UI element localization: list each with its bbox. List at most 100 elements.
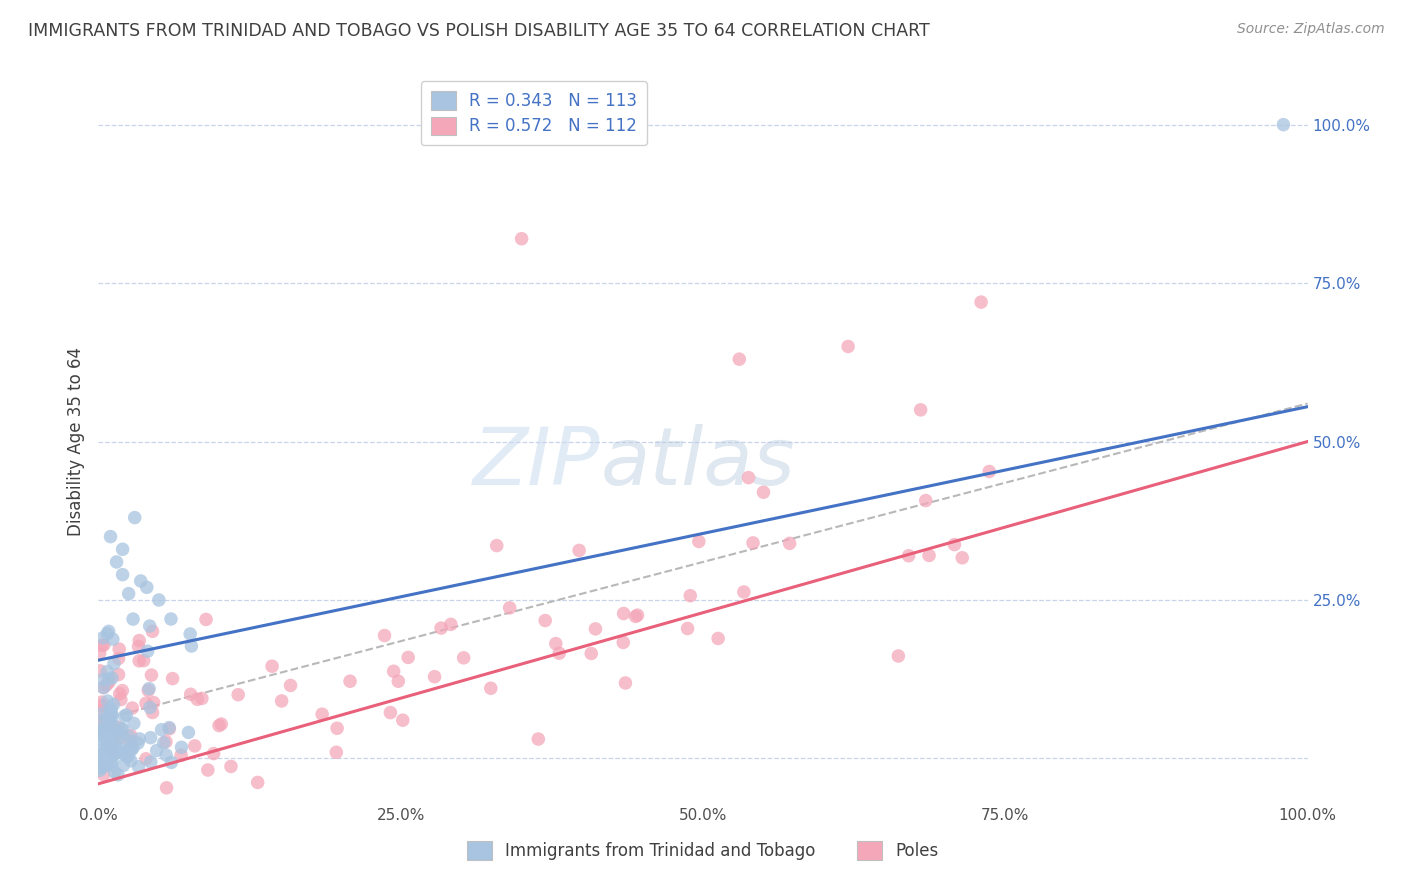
Point — [142, 696, 165, 710]
Point — [91, 631, 114, 645]
Point — [122, 716, 145, 731]
Point — [122, 612, 145, 626]
Point — [179, 627, 201, 641]
Point — [103, 741, 125, 756]
Point — [91, 698, 114, 713]
Point — [105, 555, 128, 569]
Point — [979, 465, 1001, 479]
Point — [585, 622, 607, 636]
Point — [100, 728, 122, 742]
Point — [100, 758, 122, 772]
Point — [837, 339, 859, 353]
Point — [120, 729, 142, 743]
Point — [157, 722, 180, 736]
Point — [568, 543, 591, 558]
Point — [97, 694, 120, 708]
Point — [117, 734, 139, 748]
Point — [246, 775, 269, 789]
Point — [90, 724, 112, 739]
Point — [93, 767, 115, 781]
Point — [103, 719, 125, 733]
Point — [170, 740, 193, 755]
Point — [89, 764, 111, 778]
Point — [624, 609, 647, 624]
Point — [737, 470, 759, 484]
Point — [93, 746, 115, 760]
Point — [111, 722, 134, 736]
Point — [101, 708, 124, 723]
Point — [387, 674, 409, 689]
Point — [91, 760, 114, 774]
Point — [87, 723, 110, 737]
Point — [97, 624, 120, 639]
Point — [581, 647, 603, 661]
Point — [97, 735, 120, 749]
Point — [101, 745, 124, 759]
Point — [148, 593, 170, 607]
Point — [208, 718, 231, 732]
Point — [89, 743, 111, 757]
Point — [108, 687, 131, 701]
Point — [115, 707, 138, 722]
Point — [120, 735, 142, 749]
Point — [91, 724, 114, 739]
Point — [262, 659, 284, 673]
Point — [135, 696, 157, 710]
Point — [534, 614, 557, 628]
Point — [96, 718, 118, 732]
Point — [180, 687, 202, 701]
Point — [97, 738, 120, 752]
Point — [136, 644, 159, 658]
Y-axis label: Disability Age 35 to 64: Disability Age 35 to 64 — [66, 347, 84, 536]
Point — [136, 683, 159, 698]
Point — [114, 744, 136, 758]
Point — [122, 740, 145, 755]
Point — [89, 759, 111, 773]
Point — [104, 738, 127, 752]
Point — [97, 729, 120, 743]
Point — [108, 731, 131, 746]
Point — [155, 780, 177, 795]
Point — [152, 736, 174, 750]
Point — [103, 657, 125, 671]
Point — [498, 600, 520, 615]
Point — [100, 706, 122, 721]
Point — [97, 744, 120, 758]
Point — [752, 485, 775, 500]
Point — [97, 732, 120, 747]
Point — [950, 550, 973, 565]
Point — [135, 580, 157, 594]
Point — [90, 714, 112, 729]
Point — [111, 722, 134, 736]
Point — [103, 765, 125, 780]
Point — [96, 665, 118, 679]
Legend: Immigrants from Trinidad and Tobago, Poles: Immigrants from Trinidad and Tobago, Pol… — [460, 835, 946, 867]
Point — [180, 639, 202, 653]
Point — [98, 675, 121, 690]
Point — [943, 538, 966, 552]
Point — [202, 747, 225, 761]
Point — [614, 676, 637, 690]
Point — [195, 612, 218, 626]
Point — [170, 748, 193, 763]
Point — [184, 739, 207, 753]
Point — [280, 678, 302, 692]
Point — [138, 681, 160, 696]
Point — [89, 704, 111, 718]
Point — [391, 713, 413, 727]
Point — [129, 574, 152, 588]
Point — [96, 725, 118, 739]
Point — [485, 539, 508, 553]
Point — [101, 671, 124, 685]
Point — [157, 721, 180, 735]
Point — [548, 646, 571, 660]
Point — [177, 725, 200, 739]
Point — [970, 295, 993, 310]
Point — [733, 585, 755, 599]
Point — [100, 701, 122, 715]
Point — [101, 745, 124, 759]
Point — [325, 745, 347, 759]
Point — [186, 692, 208, 706]
Point — [111, 567, 134, 582]
Point — [728, 352, 751, 367]
